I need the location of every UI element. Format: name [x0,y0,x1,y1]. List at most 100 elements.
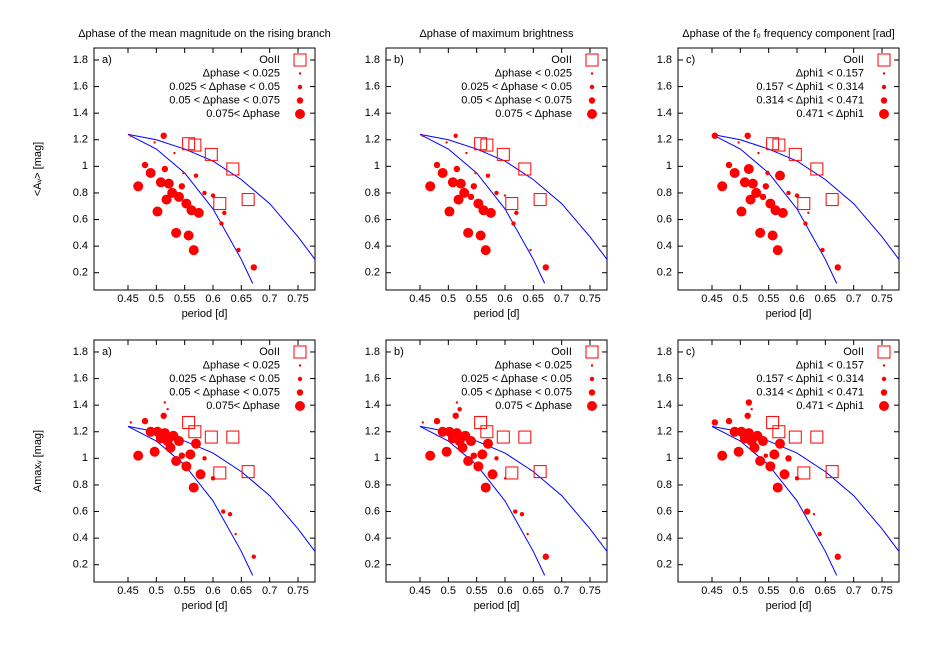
panel: b) period [d] 0.45 0.5 0.55 0.6 0.65 0.7 0.75 0.2… [365,339,608,612]
data-point [711,419,719,426]
data-point [763,453,769,458]
data-point [455,178,466,189]
y-tick-label: 1.6 [365,80,380,92]
data-point [457,406,462,412]
ooii-marker [772,425,786,439]
plot-area [127,132,315,284]
data-point [473,461,484,472]
data-point [193,207,204,218]
ooii-marker [480,425,494,439]
data-point [445,141,448,144]
legend-label: Δphase < 0.025 [203,67,280,79]
y-tick-label: 1 [82,160,88,172]
plot-frame [385,339,608,583]
data-point [772,482,783,493]
data-point [421,421,425,424]
y-tick-label: 1.8 [657,346,672,358]
y-tick-label: 1.4 [73,107,88,119]
data-point [513,509,518,514]
data-point [467,193,475,201]
panel: c) period [d] 0.45 0.5 0.55 0.6 0.65 0.7 0.75 0.2… [657,339,900,612]
data-point [480,245,491,256]
x-tick-label: 0.5 [733,585,748,597]
x-tick-label: 0.45 [117,293,138,305]
data-point [463,456,474,466]
data-point [250,264,257,271]
data-point [133,181,144,192]
panel-label: b) [394,346,404,358]
x-axis-label: period [d] [182,600,228,612]
data-point [767,230,778,241]
y-tick-label: 1.4 [365,107,380,119]
data-point [785,455,792,462]
y-tick-label: 1.8 [365,346,380,358]
ooii-marker [188,425,202,439]
plot-frame [677,339,900,583]
legend-label: 0.157 < Δphi1 < 0.314 [756,81,864,93]
y-tick-label: 0.8 [365,187,380,199]
data-point [173,151,176,155]
data-point [133,450,144,461]
data-point [145,167,156,178]
data-point [452,412,459,419]
y-tick-label: 0.6 [365,213,380,225]
x-tick-label: 0.5 [441,585,456,597]
panel: a) period [d] Amaxᵥ [mag] 0.45 0.5 0.55 0.6 0.6… [32,339,316,612]
data-point [775,438,785,449]
data-point [160,132,167,139]
legend-label: 0.025 < Δphase < 0.05 [169,81,280,93]
y-tick-label: 0.4 [73,532,88,544]
legend-marker [880,389,888,396]
data-point [453,133,458,138]
data-point [181,461,192,472]
legend-label: 0.314 < Δphi1 < 0.471 [756,386,864,398]
data-point [745,194,756,205]
data-point [455,401,459,404]
data-point [433,161,441,169]
y-tick-label: 1 [666,160,672,172]
panel-label: a) [102,54,112,66]
x-axis-label: period [d] [182,308,228,320]
model-curve [419,425,546,576]
data-point [141,417,149,425]
ooii-marker [518,162,532,176]
data-point [511,221,516,226]
ooii-marker [188,138,202,152]
legend-marker [587,401,597,411]
y-tick-label: 1 [374,452,380,464]
model-curve [711,133,838,284]
y-tick-label: 1.2 [365,426,380,438]
data-point [725,417,733,425]
legend-marker [877,345,891,359]
legend-label: 0.025 < Δphase < 0.05 [169,373,280,385]
legend-label: 0.471 < Δphi1 [796,400,864,412]
x-tick-label: 0.75 [287,293,308,305]
ooii-marker [204,430,218,444]
data-point [191,438,201,449]
y-tick-label: 1.6 [73,80,88,92]
y-tick-label: 0.2 [365,267,380,279]
data-point [160,412,167,419]
data-point [463,227,474,238]
legend-marker [879,109,889,119]
data-point [466,436,476,447]
data-point [542,553,549,560]
model-curve [419,425,607,552]
data-point [812,512,816,516]
legend-label: OoII [551,346,572,358]
ooii-marker [825,465,839,479]
x-tick-label: 0.7 [262,293,277,305]
y-tick-label: 1.8 [73,54,88,66]
data-point [775,170,785,181]
y-tick-label: 1 [374,160,380,172]
data-point [152,206,163,217]
legend-label: Δphase < 0.025 [203,359,280,371]
y-tick-label: 0.6 [365,505,380,517]
data-point [470,452,478,459]
panel: Δphase of the mean magnitude on the risi… [32,28,331,320]
ooii-marker [797,197,811,211]
data-point [221,509,226,514]
data-point [453,165,461,173]
data-point [155,177,166,188]
